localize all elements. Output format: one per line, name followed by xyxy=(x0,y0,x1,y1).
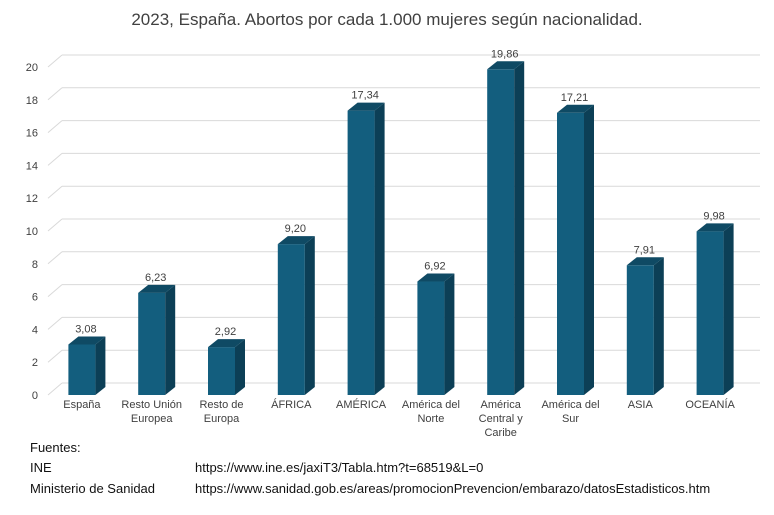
chart-title: 2023, España. Abortos por cada 1.000 muj… xyxy=(131,10,643,29)
x-tick-label: ASIA xyxy=(628,399,654,411)
bar-top xyxy=(208,339,245,348)
bar-top xyxy=(557,104,594,113)
source-name: Ministerio de Sanidad xyxy=(30,481,156,496)
bar xyxy=(138,284,176,395)
y-axis-tick-labels: 0 2 4 6 8 10 12 14 16 18 20 xyxy=(26,62,38,402)
bar-side xyxy=(444,273,455,395)
bar-side xyxy=(95,336,106,395)
bar-front xyxy=(138,292,166,395)
bar-side xyxy=(304,236,315,395)
bar-front xyxy=(347,110,375,396)
x-tick-label: América del Sur xyxy=(541,399,599,425)
bar-front xyxy=(626,265,654,395)
bar-side xyxy=(235,339,245,395)
grid-line-diagonal xyxy=(47,251,63,265)
source-row: INE https://www.ine.es/jaxiT3/Tabla.htm?t… xyxy=(30,460,483,475)
grid-line-diagonal xyxy=(47,382,63,396)
bar-top xyxy=(626,257,664,266)
bars xyxy=(68,61,734,396)
x-tick-label: España xyxy=(63,399,101,411)
y-tick-label: 16 xyxy=(26,128,38,140)
grid-line-diagonal xyxy=(47,87,63,101)
bar-side xyxy=(165,284,176,395)
x-tick-label: Resto Unión Europea xyxy=(121,399,182,425)
bar xyxy=(417,273,455,395)
grid-line-diagonal xyxy=(47,185,63,199)
grid-line-diagonal xyxy=(47,120,63,133)
y-tick-label: 8 xyxy=(32,259,38,271)
data-label: 7,91 xyxy=(634,244,655,256)
bar-top xyxy=(487,61,525,70)
grid-line-diagonal xyxy=(47,54,63,68)
x-tick-label: América Central y Caribe xyxy=(479,399,524,439)
source-name: INE xyxy=(30,460,52,475)
x-tick-label: AMÉRICA xyxy=(336,398,387,411)
bar-front xyxy=(696,231,724,395)
data-label: 9,98 xyxy=(703,210,724,222)
bar xyxy=(626,257,664,395)
sources-heading: Fuentes: xyxy=(30,440,81,455)
grid-line-diagonal xyxy=(47,284,63,297)
bar-top xyxy=(347,102,385,111)
bar-top xyxy=(417,273,455,282)
y-tick-label: 2 xyxy=(32,357,38,369)
bar-front xyxy=(417,281,445,395)
bar-front xyxy=(68,344,96,395)
bar-side xyxy=(514,61,525,396)
y-tick-label: 20 xyxy=(26,62,38,74)
bar xyxy=(696,223,734,395)
x-axis-tick-labels: España Resto Unión Europea Resto de Europa ÁF… xyxy=(63,398,735,439)
bar-side xyxy=(584,104,594,396)
bar-side xyxy=(653,257,664,395)
data-label: 2,92 xyxy=(215,326,236,338)
bar-front xyxy=(208,347,235,395)
data-label: 17,34 xyxy=(351,90,379,102)
y-tick-label: 0 xyxy=(32,390,38,402)
data-label: 19,86 xyxy=(491,48,519,60)
bar-side xyxy=(723,223,734,395)
bar-top xyxy=(696,223,734,232)
y-tick-label: 6 xyxy=(32,292,38,304)
bar xyxy=(277,236,315,395)
source-row: Ministerio de Sanidad https://www.sanidad… xyxy=(30,481,710,496)
y-tick-label: 10 xyxy=(26,226,38,238)
bar-top xyxy=(277,236,315,245)
grid-line-diagonal xyxy=(47,153,63,166)
source-url[interactable]: https://www.ine.es/jaxiT3/Tabla.htm?t=68… xyxy=(195,460,484,475)
bar xyxy=(347,102,385,396)
data-label: 3,08 xyxy=(75,323,96,335)
bar-front xyxy=(557,112,584,396)
bar-side xyxy=(374,102,385,396)
bar xyxy=(68,336,106,395)
data-label: 6,92 xyxy=(424,261,445,273)
x-tick-label: Resto de Europa xyxy=(199,399,243,425)
bar-chart: 0 2 4 6 8 10 12 14 16 18 20 3,08 6,23 2,92 9,20 17,34 6… xyxy=(26,48,760,439)
y-tick-label: 18 xyxy=(26,95,38,107)
data-label: 6,23 xyxy=(145,272,166,284)
bar xyxy=(208,339,245,395)
data-label: 9,20 xyxy=(285,223,306,235)
x-tick-label: América del Norte xyxy=(402,399,460,425)
y-tick-label: 4 xyxy=(32,324,38,336)
source-url[interactable]: https://www.sanidad.gob.es/areas/promoci… xyxy=(195,481,711,496)
bar xyxy=(487,61,525,396)
x-tick-label: OCEANÍA xyxy=(685,398,735,411)
y-tick-label: 12 xyxy=(26,193,38,205)
data-label: 17,21 xyxy=(561,92,589,104)
data-labels: 3,08 6,23 2,92 9,20 17,34 6,92 19,86 17,21 7,91 9… xyxy=(75,48,725,338)
x-tick-label: ÁFRICA xyxy=(271,398,312,411)
bar-top xyxy=(68,336,106,345)
bar-top xyxy=(138,284,176,293)
grid-line-diagonal xyxy=(47,218,63,232)
grid-line-diagonal xyxy=(47,349,63,363)
y-tick-label: 14 xyxy=(26,160,38,172)
grid-line-diagonal xyxy=(47,317,63,330)
bar-front xyxy=(487,69,515,396)
bar-front xyxy=(277,244,305,395)
bar xyxy=(557,104,594,396)
